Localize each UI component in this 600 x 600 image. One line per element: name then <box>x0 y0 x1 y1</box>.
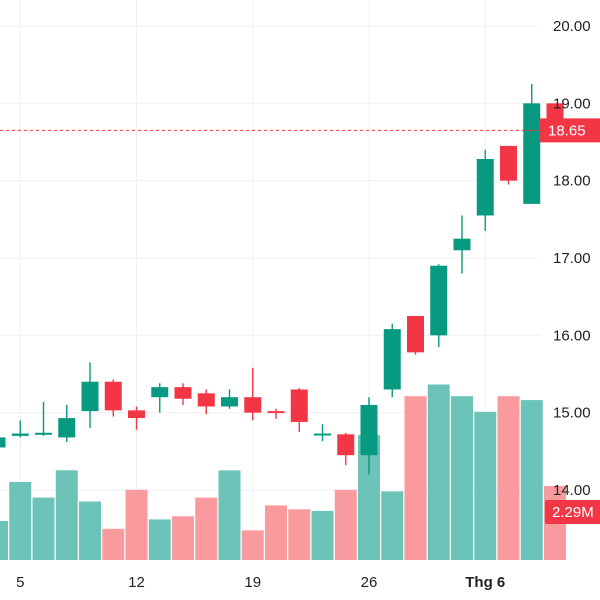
candle <box>430 264 448 347</box>
volume-bar <box>172 516 194 560</box>
candles <box>0 84 564 475</box>
volume-bar <box>0 521 8 560</box>
candle-body <box>360 404 378 456</box>
candle <box>174 383 192 405</box>
candle <box>151 383 169 413</box>
volume-bar <box>79 501 101 560</box>
volume-bar <box>32 497 55 560</box>
candle-body <box>314 433 331 436</box>
volume-bar <box>334 489 357 560</box>
candle <box>81 362 99 429</box>
candle <box>360 397 378 475</box>
candle <box>0 437 6 448</box>
candle <box>244 367 262 421</box>
candle <box>221 389 238 409</box>
candle-body <box>197 393 215 407</box>
candle-body <box>174 387 192 399</box>
volume-bar <box>358 435 380 560</box>
candle <box>11 420 29 438</box>
x-axis: 5 12 19 26 Thg 6 <box>16 574 505 591</box>
candle-body <box>11 433 29 436</box>
x-tick-label: 19 <box>244 574 261 591</box>
candle <box>407 316 424 355</box>
candle <box>128 406 145 430</box>
y-tick-label: 17.00 <box>553 250 591 267</box>
volume-bar <box>381 491 404 560</box>
candle <box>290 387 308 432</box>
candle-body <box>58 418 76 438</box>
candle-body <box>430 265 448 336</box>
volume-bar <box>148 519 171 560</box>
y-tick-label: 19.00 <box>553 95 591 112</box>
candle <box>314 424 331 442</box>
candle-body <box>290 389 308 422</box>
volume-bar <box>102 528 125 560</box>
candle <box>267 408 285 419</box>
x-tick-label: 5 <box>16 574 24 591</box>
candle-body <box>337 434 355 456</box>
last-price-label: 18.65 <box>548 122 586 139</box>
y-tick-label: 15.00 <box>553 405 591 422</box>
volume-bar <box>520 400 543 560</box>
volume-bar <box>218 470 241 560</box>
candle-body <box>244 397 262 413</box>
candle <box>35 401 52 436</box>
last-price-badge-bg <box>539 118 600 143</box>
last-volume-badge-bg <box>545 500 600 524</box>
x-tick-label: 26 <box>361 574 378 591</box>
volume-bar <box>451 396 473 560</box>
candle <box>523 84 541 204</box>
candle-body <box>523 103 541 204</box>
candle-body <box>128 410 145 419</box>
candle-body <box>476 159 494 216</box>
candle-body <box>267 411 285 414</box>
volume-bar <box>474 411 497 560</box>
volume-bar <box>265 505 287 560</box>
last-volume-badge: 2.29M <box>545 500 600 524</box>
candle <box>58 404 76 443</box>
volume-bar <box>311 510 334 560</box>
candle <box>197 389 215 415</box>
candle <box>476 149 494 231</box>
last-price-badge: 18.65 <box>539 118 600 143</box>
candle <box>500 145 517 185</box>
candle-body <box>104 381 122 411</box>
candle <box>337 432 355 466</box>
volume-bars <box>0 384 566 560</box>
y-tick-label: 14.00 <box>553 482 591 499</box>
candle <box>383 323 401 398</box>
candle-body <box>35 432 52 435</box>
volume-bar <box>55 470 78 560</box>
candle-body <box>383 329 401 390</box>
candle <box>104 379 122 417</box>
last-volume-label: 2.29M <box>552 504 594 521</box>
x-tick-label: Thg 6 <box>465 574 505 591</box>
candle-body <box>81 381 99 412</box>
volume-bar <box>195 497 218 560</box>
y-tick-label: 16.00 <box>553 327 591 344</box>
candle-body <box>221 397 238 407</box>
x-tick-label: 12 <box>128 574 145 591</box>
volume-bar <box>125 489 148 560</box>
y-axis: 14.00 15.00 16.00 17.00 18.00 19.00 20.00 <box>553 18 591 499</box>
volume-bar <box>241 530 264 560</box>
y-tick-label: 18.00 <box>553 173 591 190</box>
candle-body <box>407 316 424 353</box>
y-tick-label: 20.00 <box>553 18 591 35</box>
candle <box>453 215 471 274</box>
candle-body <box>151 387 169 398</box>
volume-bar <box>404 396 427 560</box>
volume-bar <box>427 384 450 560</box>
candle-body <box>0 437 6 448</box>
candle-body <box>500 145 517 181</box>
candle-body <box>453 238 471 251</box>
volume-bar <box>497 396 520 560</box>
volume-bar <box>9 482 32 560</box>
volume-bar <box>288 509 311 560</box>
